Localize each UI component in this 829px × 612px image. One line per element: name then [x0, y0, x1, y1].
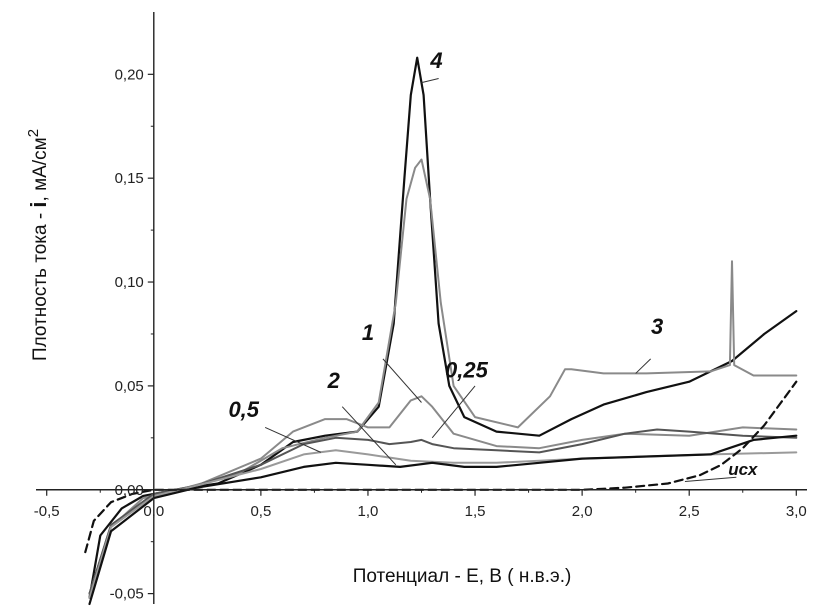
y-axis-title-unit: , мА/см: [30, 137, 51, 201]
curve-label-2: 2: [327, 368, 341, 393]
y-axis-title-exponent: 2: [25, 129, 42, 137]
y-axis-title: Плотность тока - i, мА/см2: [25, 129, 51, 361]
curve-label-исх: исх: [728, 460, 759, 479]
leader-line-0-25: [431, 385, 476, 439]
x-axis-title: Потенциал - E, B ( н.в.э.): [353, 566, 572, 587]
leader-line-3: [635, 358, 652, 374]
series-line-1: [88, 395, 798, 595]
x-tick-label: 1,5: [465, 503, 486, 520]
y-axis-title-symbol: i: [26, 201, 51, 207]
curve-labels-layer: 4 3 1 0,25 2 0,5 исх: [228, 48, 759, 482]
x-tick-label: -0,5: [34, 503, 60, 520]
leader-line-0-5: [264, 426, 322, 453]
curve-label-0-25: 0,25: [445, 358, 489, 383]
y-axis-title-prefix: Плотность тока -: [30, 208, 51, 361]
x-tick-label: 2,0: [572, 503, 593, 520]
x-tick-label: 0,5: [250, 503, 271, 520]
y-tick-label: 0,15: [115, 170, 144, 187]
series-line-3: [88, 158, 798, 595]
x-tick-label: 1,0: [358, 503, 379, 520]
y-tick-label: 0,20: [115, 66, 144, 83]
y-tick-label: -0,05: [110, 586, 144, 603]
curve-label-4: 4: [429, 48, 442, 73]
y-tick-label: 0,05: [115, 378, 144, 395]
curve-label-1: 1: [362, 320, 374, 345]
series-layer: [84, 56, 798, 606]
curve-label-3: 3: [651, 314, 663, 339]
y-tick-label: 0,10: [115, 274, 144, 291]
leader-line-2: [341, 406, 397, 466]
leader-line-4: [421, 77, 439, 84]
x-tick-label: 0,0: [143, 503, 164, 520]
ticks-layer: -0,5 0,0 0,5 1,0 1,5 2,0 2,5 3,0 -0,05 0,00 0,05 0,…: [34, 66, 807, 602]
x-tick-label: 2,5: [679, 503, 700, 520]
y-tick-label: 0,00: [115, 482, 144, 499]
series-line-исх: [84, 380, 798, 554]
curve-label-0-5: 0,5: [228, 397, 259, 422]
leader-line-1: [382, 358, 422, 403]
series-line-0-25: [88, 428, 798, 595]
leader-line-исх: [684, 476, 737, 482]
x-tick-label: 3,0: [786, 503, 807, 520]
